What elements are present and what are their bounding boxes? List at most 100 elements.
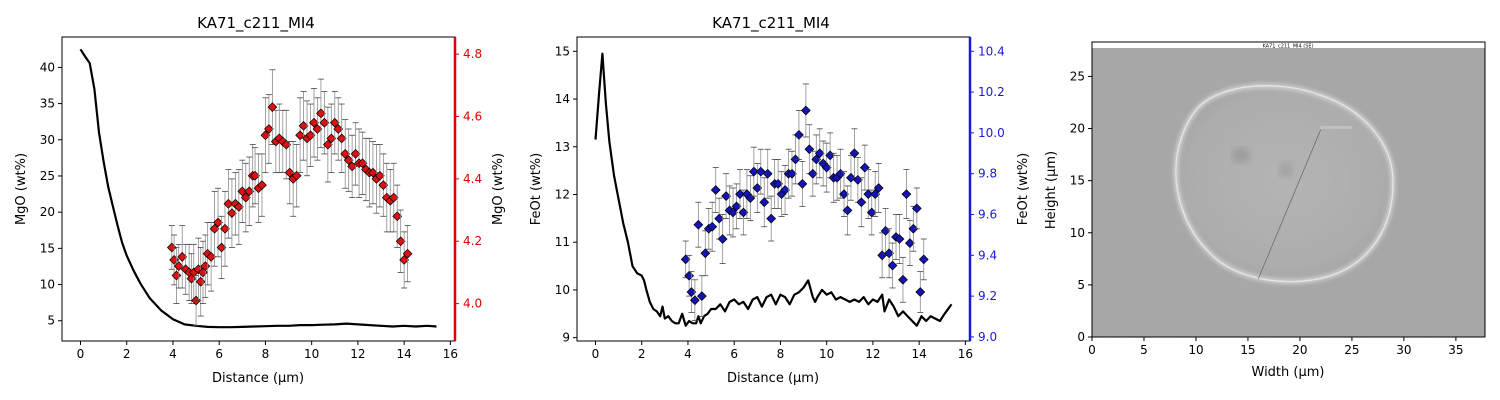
- mgo-data-point: [374, 144, 385, 208]
- mgo-marker: [240, 192, 251, 203]
- feo-ytick-left-label: 9: [562, 331, 570, 345]
- sem-ytick-label: 15: [1070, 174, 1085, 188]
- mgo-marker: [319, 117, 330, 128]
- mgo-ytick-right-label: 4.8: [463, 47, 482, 61]
- mgo-xtick-label: 4: [169, 347, 177, 361]
- feo-marker: [728, 207, 738, 218]
- mgo-data-point: [227, 178, 237, 248]
- feo-data-point: [759, 177, 770, 228]
- feo-data-point: [898, 256, 908, 303]
- mgo-marker: [284, 167, 295, 178]
- feo-marker: [762, 168, 773, 179]
- mgo-marker: [209, 223, 220, 234]
- feo-data-point: [690, 279, 700, 321]
- feo-xtick-label: 8: [777, 347, 785, 361]
- feo-marker: [680, 254, 691, 265]
- mgo-data-point: [305, 103, 316, 167]
- sem-caption: KA71_c211_MI4 (SE): [1262, 44, 1313, 50]
- feo-data-point: [707, 201, 718, 252]
- bubble-right: [1279, 162, 1293, 178]
- feo-marker: [773, 179, 784, 189]
- feo-data-point: [839, 171, 849, 217]
- mgo-marker: [340, 149, 351, 159]
- feo-marker: [693, 219, 704, 230]
- mgo-marker: [177, 251, 188, 262]
- feo-data-point: [870, 171, 881, 217]
- mgo-data-point: [395, 209, 406, 273]
- feo-xtick-label: 0: [592, 347, 600, 361]
- feo-ylabel-right: FeOt (wt%): [1016, 153, 1031, 225]
- mgo-data-point: [309, 88, 319, 158]
- feo-marker: [821, 162, 832, 173]
- mgo-marker: [322, 139, 333, 150]
- mgo-marker: [298, 120, 309, 131]
- feo-data-point: [894, 214, 905, 264]
- mgo-marker: [264, 124, 274, 134]
- mgo-marker: [343, 155, 354, 166]
- feo-panel: KA71_c211_MI4 0 2 4 6 8 10 12 14 16 9 10 11 12 13 14 1…: [529, 14, 1031, 386]
- feo-data-point: [773, 159, 784, 209]
- feo-marker: [690, 295, 700, 306]
- mgo-data-point: [347, 134, 358, 198]
- feo-marker: [738, 207, 749, 218]
- feo-data-point: [915, 271, 926, 313]
- feo-marker: [735, 189, 745, 199]
- mgo-marker: [329, 117, 340, 128]
- feo-ytick-right-label: 9.0: [978, 330, 997, 344]
- feo-data-point: [863, 169, 874, 219]
- mgo-data-point: [378, 153, 389, 217]
- mgo-data-point: [322, 106, 333, 183]
- mgo-data-point: [291, 144, 302, 208]
- mgo-marker: [305, 130, 316, 141]
- feo-data-point: [794, 110, 804, 160]
- mgo-xtick-label: 12: [350, 347, 365, 361]
- feo-marker: [901, 189, 912, 199]
- mgo-profile-line: [79, 48, 437, 329]
- feo-marker: [908, 223, 919, 234]
- sem-xtick-label: 5: [1140, 343, 1148, 357]
- feo-data-point: [911, 187, 922, 230]
- feo-data-point: [821, 142, 832, 193]
- mgo-data-point: [281, 109, 292, 180]
- mgo-data-point: [402, 225, 413, 283]
- feo-data-point: [859, 144, 870, 191]
- mgo-marker: [250, 170, 260, 181]
- mgo-xtick-label: 10: [304, 347, 319, 361]
- sem-ytick-label: 20: [1070, 122, 1085, 136]
- feo-xtick-label: 10: [819, 347, 834, 361]
- mgo-marker: [350, 149, 361, 159]
- mgo-xlabel: Distance (µm): [212, 371, 304, 386]
- sem-caption-bar: [1092, 42, 1485, 50]
- feo-marker: [759, 197, 770, 208]
- feo-ytick-right-label: 9.4: [978, 248, 997, 262]
- mgo-data-point: [260, 97, 271, 174]
- profile-label: [1320, 126, 1352, 129]
- feo-marker: [714, 213, 725, 224]
- feo-ytick-right-label: 9.8: [978, 167, 997, 181]
- feo-data-point: [849, 128, 860, 179]
- mgo-marker: [281, 139, 292, 150]
- feo-data-point: [873, 163, 884, 213]
- feo-data-point: [814, 128, 825, 179]
- feo-marker: [748, 166, 759, 177]
- feo-marker: [752, 183, 763, 193]
- mgo-data-point: [295, 97, 305, 174]
- mgo-marker: [267, 102, 278, 113]
- feo-marker: [842, 205, 853, 216]
- feo-ytick-left-label: 10: [555, 283, 570, 297]
- mgo-data-point: [350, 122, 361, 186]
- feo-xtick-label: 12: [865, 347, 880, 361]
- feo-marker: [707, 221, 718, 232]
- mgo-panel: KA71_c211_MI4 0 2 4 6 8 10 12 14 16 5 10 15 20 25 30 3…: [14, 14, 506, 386]
- mgo-marker: [347, 161, 358, 172]
- mgo-data-point: [357, 131, 368, 195]
- feo-xtick-label: 6: [730, 347, 738, 361]
- mgo-ytick-right-label: 4.6: [463, 110, 482, 124]
- feo-marker: [686, 287, 697, 297]
- mgo-ytick-left-label: 15: [40, 241, 55, 255]
- mgo-marker: [378, 180, 389, 190]
- mgo-data-point: [326, 103, 337, 174]
- sem-ytick-label: 10: [1070, 226, 1085, 240]
- feo-profile-line: [594, 52, 953, 327]
